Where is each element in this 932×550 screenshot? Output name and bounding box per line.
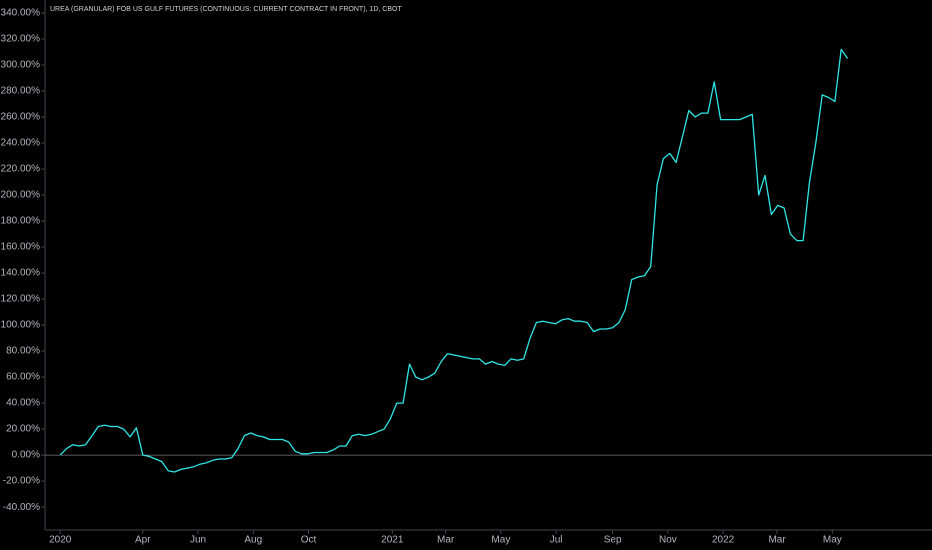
x-tick-label: May bbox=[823, 535, 842, 546]
y-tick-label: 160.00% bbox=[1, 242, 41, 253]
x-tick-label: Jun bbox=[190, 535, 206, 546]
y-tick-label: 340.00% bbox=[1, 8, 41, 19]
x-tick-label: May bbox=[491, 535, 510, 546]
x-tick-label: Mar bbox=[768, 535, 786, 546]
x-tick-label: Apr bbox=[135, 535, 151, 546]
x-tick-label: 2021 bbox=[381, 535, 404, 546]
y-tick-label: 260.00% bbox=[1, 112, 41, 123]
x-tick-label: Oct bbox=[301, 535, 317, 546]
y-tick-label: 40.00% bbox=[6, 398, 40, 409]
x-tick-label: Sep bbox=[604, 535, 622, 546]
y-tick-label: 60.00% bbox=[6, 372, 40, 383]
y-tick-label: 320.00% bbox=[1, 34, 41, 45]
x-tick-label: Mar bbox=[437, 535, 455, 546]
price-line bbox=[59, 48, 849, 473]
y-tick-label: 80.00% bbox=[6, 346, 40, 357]
y-tick-label: 240.00% bbox=[1, 138, 41, 149]
x-tick-label: Nov bbox=[659, 535, 677, 546]
y-tick-label: 20.00% bbox=[6, 424, 40, 435]
y-tick-label: -20.00% bbox=[3, 476, 40, 487]
x-tick-label: Aug bbox=[244, 535, 262, 546]
x-tick-label: Jul bbox=[550, 535, 563, 546]
y-tick-label: 220.00% bbox=[1, 164, 41, 175]
y-tick-label: 120.00% bbox=[1, 294, 41, 305]
y-tick-label: 100.00% bbox=[1, 320, 41, 331]
x-tick-label: 2022 bbox=[712, 535, 735, 546]
y-tick-label: 180.00% bbox=[1, 216, 41, 227]
x-tick-label: 2020 bbox=[49, 535, 72, 546]
y-tick-label: 300.00% bbox=[1, 60, 41, 71]
y-tick-label: 280.00% bbox=[1, 86, 41, 97]
y-tick-label: -40.00% bbox=[3, 502, 40, 513]
y-tick-label: 0.00% bbox=[12, 450, 40, 461]
y-tick-label: 200.00% bbox=[1, 190, 41, 201]
y-tick-label: 140.00% bbox=[1, 268, 41, 279]
chart-title: UREA (GRANULAR) FOB US GULF FUTURES (CON… bbox=[50, 6, 402, 13]
